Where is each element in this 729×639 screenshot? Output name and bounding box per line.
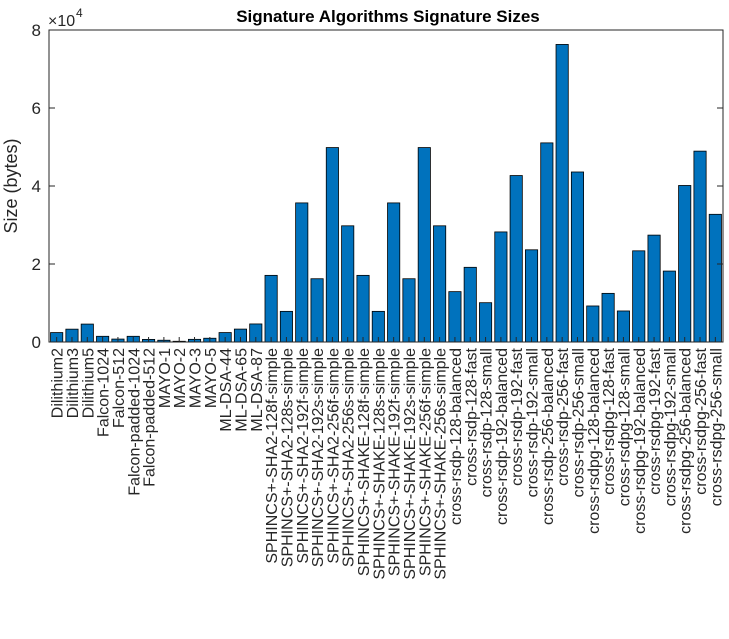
x-tick-label: cross-rsdpg-256-balanced: [678, 348, 695, 534]
x-tick-label: cross-rsdp-192-fast: [509, 347, 526, 485]
x-tick-label: ML-DSA-65: [233, 348, 250, 432]
bar: [356, 274, 370, 343]
x-tick-label: cross-rsdpg-256-fast: [693, 347, 710, 494]
y-axis-label: Size (bytes): [1, 138, 21, 233]
x-tick-label: MAYO-3: [188, 348, 205, 408]
bar: [310, 278, 324, 343]
bar: [325, 147, 339, 343]
x-tick-label: SPHINCS+-SHA2-192f-simple: [295, 348, 312, 564]
bar: [525, 249, 539, 343]
x-tick-label: cross-rsdp-128-balanced: [448, 348, 465, 525]
x-tick-label: Falcon-1024: [96, 348, 113, 437]
x-tick-label: SPHINCS+-SHAKE-256f-simple: [417, 348, 434, 576]
x-tick-label: SPHINCS+-SHAKE-256s-simple: [433, 348, 450, 580]
x-tick-label: SPHINCS+-SHA2-128s-simple: [279, 348, 296, 567]
y-tick-label: 0: [32, 333, 41, 352]
x-tick-label: SPHINCS+-SHAKE-192f-simple: [387, 348, 404, 576]
x-tick-label: cross-rsdpg-128-balanced: [586, 348, 603, 534]
x-tick-label: cross-rsdp-192-balanced: [494, 348, 511, 525]
x-tick-label: ML-DSA-87: [249, 348, 266, 432]
bar: [693, 150, 707, 343]
x-tick-label: cross-rsdp-192-small: [525, 348, 542, 497]
bar: [540, 142, 554, 343]
bar: [463, 266, 477, 343]
bar: [586, 305, 600, 343]
bar: [570, 171, 584, 343]
y-exponent-label: ×10 4: [48, 6, 83, 30]
x-tick-label: cross-rsdpg-128-fast: [601, 347, 618, 494]
x-tick-label: MAYO-2: [172, 348, 189, 408]
y-exponent-power: 4: [76, 6, 83, 20]
bar: [479, 302, 493, 343]
y-exponent-base: ×10: [48, 13, 75, 30]
x-tick-label: Dilithium2: [50, 348, 67, 418]
chart-title: Signature Algorithms Signature Sizes: [236, 7, 540, 26]
bar: [494, 231, 508, 343]
x-tick-label: SPHINCS+-SHA2-256s-simple: [341, 348, 358, 567]
x-tick-label: MAYO-5: [203, 348, 220, 408]
bar: [448, 291, 462, 343]
x-tick-label: Falcon-padded-1024: [126, 348, 143, 496]
x-tick-label: cross-rsdp-256-balanced: [540, 348, 557, 525]
y-tick-label: 8: [32, 21, 41, 40]
bar: [601, 292, 615, 343]
x-tick-label: cross-rsdpg-192-balanced: [632, 348, 649, 534]
x-tick-label: cross-rsdpg-256-small: [708, 348, 725, 506]
bar: [295, 202, 309, 343]
x-tick-label: SPHINCS+-SHAKE-128s-simple: [371, 348, 388, 580]
bar: [555, 44, 569, 343]
bar: [662, 270, 676, 343]
x-tick-label: cross-rsdpg-128-small: [616, 348, 633, 506]
bar: [402, 278, 416, 343]
axes-box: [48, 29, 724, 343]
y-tick-label: 4: [32, 177, 41, 196]
x-tick-label: cross-rsdp-256-fast: [555, 347, 572, 485]
x-tick-label: SPHINCS+-SHAKE-128f-simple: [356, 348, 373, 576]
bar: [647, 234, 661, 343]
x-tick-label: Dilithium5: [80, 348, 97, 418]
plot-area: 02468Dilithium2Dilithium3Dilithium5Falco…: [32, 21, 726, 580]
bar: [708, 213, 722, 343]
bar: [417, 147, 431, 343]
x-tick-label: cross-rsdp-128-fast: [463, 347, 480, 485]
x-tick-label: SPHINCS+-SHA2-192s-simple: [310, 348, 327, 567]
x-tick-label: Falcon-padded-512: [142, 348, 159, 487]
x-tick-label: MAYO-1: [157, 348, 174, 408]
x-tick-label: Dilithium3: [65, 348, 82, 418]
x-tick-label: cross-rsdpg-192-fast: [647, 347, 664, 494]
y-tick-label: 2: [32, 255, 41, 274]
bar: [387, 202, 401, 343]
x-tick-label: cross-rsdpg-192-small: [662, 348, 679, 506]
x-tick-label: Falcon-512: [111, 348, 128, 428]
x-tick-label: cross-rsdp-128-small: [479, 348, 496, 497]
bar: [264, 274, 278, 343]
bar: [509, 175, 523, 343]
x-tick-label: SPHINCS+-SHAKE-192s-simple: [402, 348, 419, 580]
x-tick-label: SPHINCS+-SHA2-128f-simple: [264, 348, 281, 564]
bar: [678, 185, 692, 343]
y-tick-label: 6: [32, 99, 41, 118]
x-tick-label: ML-DSA-44: [218, 348, 235, 432]
x-tick-label: SPHINCS+-SHA2-256f-simple: [325, 348, 342, 564]
x-tick-label: cross-rsdp-256-small: [570, 348, 587, 497]
bar: [632, 250, 646, 343]
bar: [341, 225, 355, 343]
bar: [433, 225, 447, 343]
